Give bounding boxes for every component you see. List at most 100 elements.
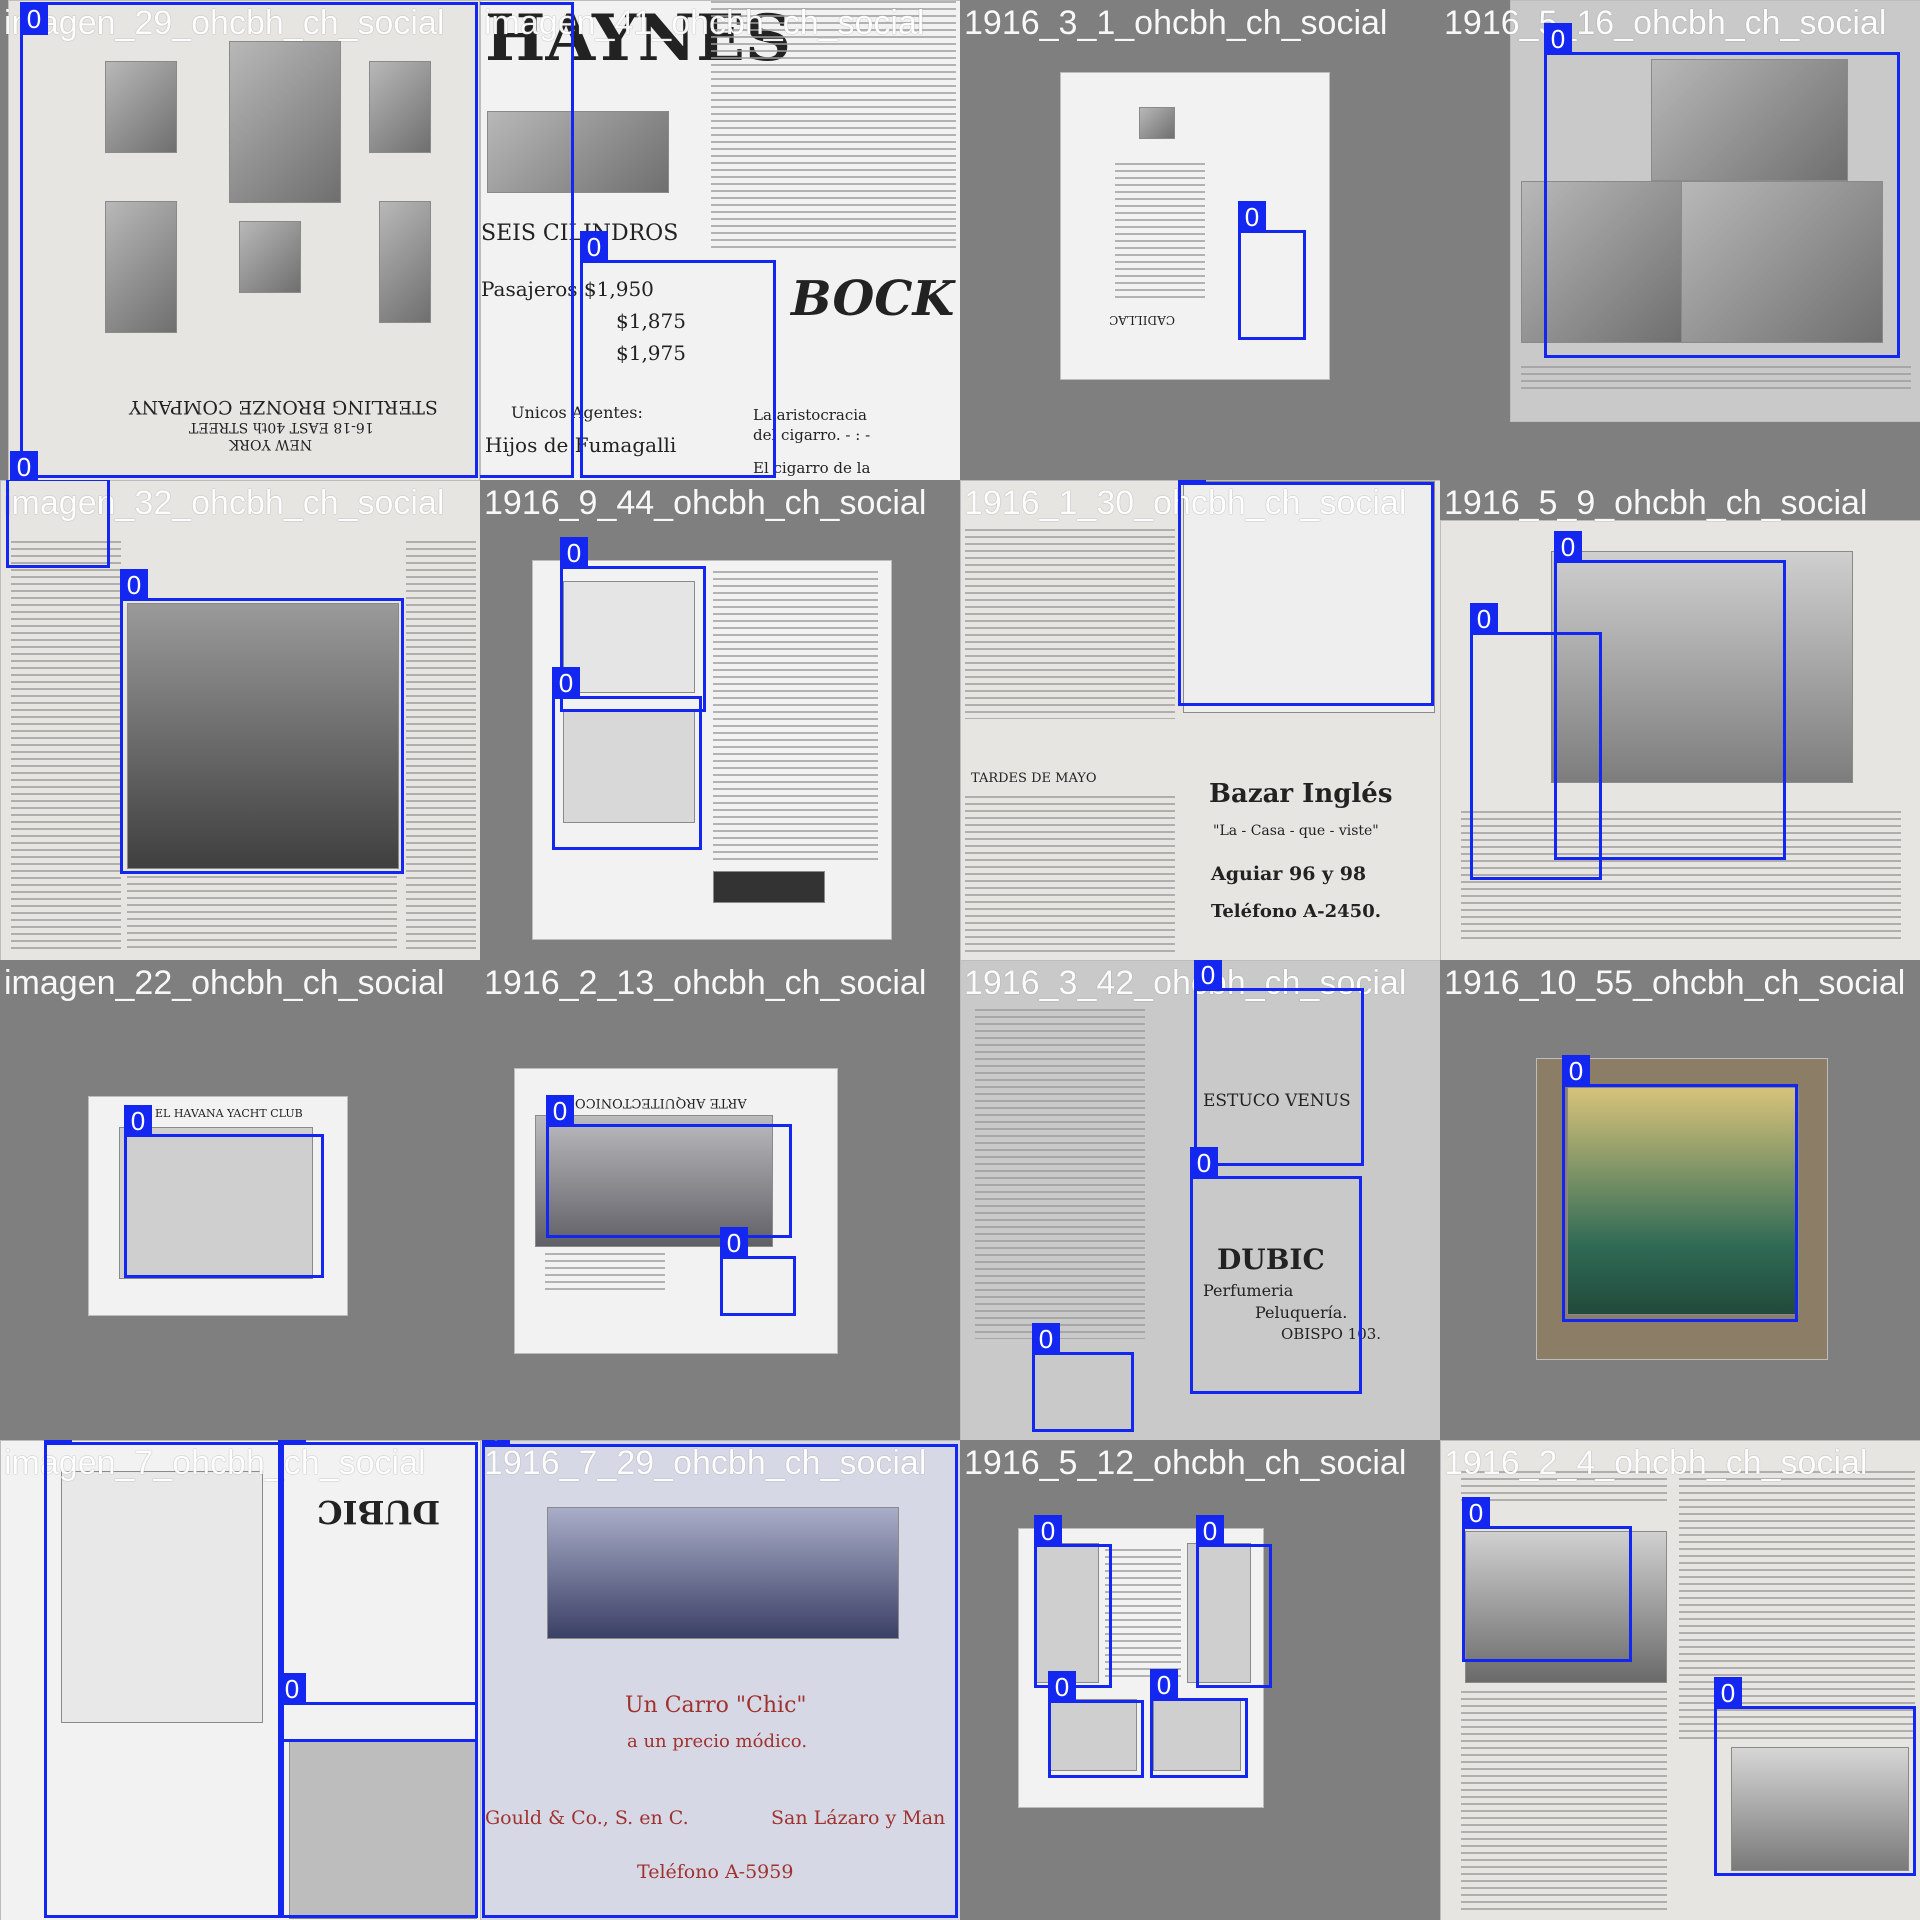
scan-page: CADILLAC [1060,72,1330,380]
text-column [11,541,121,951]
lamp-image [105,61,177,153]
bounding-box: 0 [1034,1515,1112,1688]
scan-page: DUBIC [0,1440,480,1920]
tile-label: 1916_9_44_ohcbh_ch_social [484,484,927,522]
box-class-label: 0 [1034,1515,1062,1547]
box-class-label: 0 [580,231,608,263]
box-class-label: 0 [20,3,48,35]
text-column [1461,811,1901,941]
price-line: $1,975 [616,341,686,365]
bounding-box: 0 [720,1227,796,1316]
brand-text: CADILLAC [1109,313,1175,327]
text-column [1461,1691,1667,1911]
portrait-photo [1049,1699,1137,1771]
bounding-box: 0 [1470,603,1602,880]
bounding-box: 0 [124,1105,324,1278]
tile-7: TARDES DE MAYO Bazar Inglés "La - Casa -… [960,480,1440,960]
box-class-label: 0 [1554,531,1582,563]
tile-2: HAYNES SEIS CILINDROS Pasajeros $1,950 $… [480,0,960,480]
collage-image [119,1127,313,1279]
tile-label: 1916_2_4_ohcbh_ch_social [1444,1444,1868,1482]
lamp-image [369,61,431,153]
box-class-label: 0 [1238,201,1266,233]
staircase-photo [1521,181,1683,343]
store-slogan: "La - Casa - que - viste" [1213,823,1379,839]
crest-image [1139,107,1175,139]
store-address: Aguiar 96 y 98 [1211,863,1367,885]
tile-label: imagen_22_ohcbh_ch_social [4,964,445,1002]
box-class-label: 0 [1178,480,1206,485]
tile-13: DUBIC imagen_7_ohcbh_ch_social 0 0 0 [0,1440,480,1920]
bounding-box: 0 [482,1440,958,1918]
illustration [1183,481,1435,713]
caption-lines [1521,366,1911,394]
text-column [711,1,956,251]
text-column [965,529,1175,719]
scan-page: EL HAVANA YACHT CLUB [88,1096,348,1316]
club-title: EL HAVANA YACHT CLUB [155,1107,303,1120]
tile-10: ARTE ARQUITECTONICO 1916_2_13_ohcbh_ch_s… [480,960,960,1440]
lamp-image [379,201,431,323]
tile-label: 1916_5_9_ohcbh_ch_social [1444,484,1868,522]
scan-page [0,480,480,960]
bounding-box: 0 [278,1440,478,1742]
tile-label: imagen_32_ohcbh_ch_social [4,484,445,522]
car-image [487,111,669,193]
cover-art [1567,1087,1799,1315]
tile-label: imagen_7_ohcbh_ch_social [4,1444,426,1482]
candelabra-image [105,201,177,333]
box-class-label: 0 [1714,1677,1742,1709]
bounding-box: 0 [560,537,706,712]
portrait-photo [1731,1747,1909,1871]
tile-1: STERLING BRONZE COMPANY 16-18 EAST 40th … [0,0,480,480]
store-phone: Teléfono A-2450. [1211,901,1381,922]
estuco-title: ESTUCO VENUS [1203,1091,1351,1111]
bounding-box: 0 [120,569,404,874]
box-class-label: 0 [1048,1671,1076,1703]
bounding-box: 0 [1562,1055,1798,1322]
box-class-label: 0 [552,667,580,699]
tile-label: 1916_5_16_ohcbh_ch_social [1444,4,1887,42]
box-class-label: 0 [1190,1147,1218,1179]
tile-label: imagen_41_ohcbh_ch_social [484,4,925,42]
building-photo [1651,59,1848,181]
bounding-box: 0 [552,667,702,850]
box-class-label: 0 [1194,960,1222,991]
tile-label: 1916_2_13_ohcbh_ch_social [484,964,927,1002]
bounding-box [6,480,110,568]
agents-text: Unicos Agentes: [511,403,643,422]
bock-text: La aristocracia [753,406,867,424]
ship-image [713,871,825,903]
text-column [127,876,397,951]
lamp-image [239,221,301,293]
tile-16: 1916_2_4_ohcbh_ch_social 0 0 [1440,1440,1920,1920]
ad-company: Gould & Co., S. en C. [485,1807,689,1829]
store-name: Bazar Inglés [1209,779,1393,809]
ad-subline: a un precio módico. [627,1731,808,1752]
lady-illustration [61,1471,263,1723]
box-class-label: 0 [1462,1497,1490,1529]
tile-8: 1916_5_9_ohcbh_ch_social 0 0 [1440,480,1920,960]
box-class-label: 0 [1150,1669,1178,1701]
box-class-label: 0 [560,537,588,569]
building-photo [1681,181,1883,343]
box-class-label: 0 [546,1095,574,1127]
box-class-label: 0 [278,1440,306,1445]
tile-4: 1916_5_16_ohcbh_ch_social 0 [1440,0,1920,480]
bounding-box: 0 [20,2,478,478]
bounding-box: 0 [1190,1147,1362,1394]
scan-page [1018,1528,1264,1808]
machine-photo [127,603,399,869]
bounding-box: 0 [278,1673,478,1918]
text-column [1115,163,1205,303]
tile-11: ESTUCO VENUS DUBIC Perfumeria Peluquería… [960,960,1440,1440]
text-column [713,571,878,861]
bounding-box: 0 [1554,531,1786,860]
box-class-label: 0 [10,451,38,480]
portrait-photo [1035,1543,1099,1683]
bounding-box: 0 [1048,1671,1144,1778]
bounding-box: 0 [1194,960,1364,1166]
chandelier-image [229,41,341,203]
bounding-box: 0 [1714,1677,1916,1876]
